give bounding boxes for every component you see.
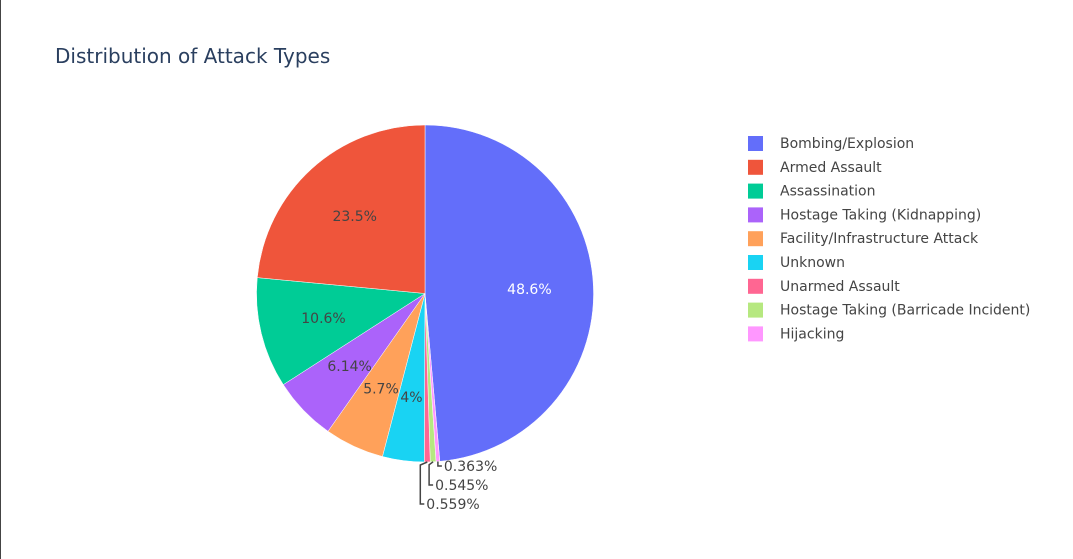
legend-item-armed-assault[interactable]: Armed Assault <box>748 160 882 176</box>
legend-swatch <box>748 160 763 175</box>
legend-label: Hostage Taking (Kidnapping) <box>780 207 981 223</box>
legend-label: Hijacking <box>780 326 844 342</box>
legend-label: Unknown <box>780 255 845 271</box>
slice-label-hostage-taking-kidnapping: 6.14% <box>327 359 371 375</box>
slice-label-hijacking: 0.363% <box>444 459 497 475</box>
slice-label-facility-infrastructure-attack: 5.7% <box>363 381 399 397</box>
legend-label: Facility/Infrastructure Attack <box>780 231 979 247</box>
legend-item-assassination[interactable]: Assassination <box>748 184 876 200</box>
slice-label-hostage-taking-barricade-incident: 0.545% <box>435 478 488 494</box>
chart-title: Distribution of Attack Types <box>55 44 330 68</box>
slice-label-bombing-explosion: 48.6% <box>507 282 551 298</box>
leader-line-hijacking <box>438 462 442 467</box>
legend-label: Assassination <box>780 184 876 200</box>
legend-item-unknown[interactable]: Unknown <box>748 255 845 271</box>
legend-swatch <box>748 279 763 294</box>
legend: Bombing/Explosion Armed Assault Assassinat… <box>748 136 1030 342</box>
leader-line-hostage-taking-barricade-incident <box>429 462 433 485</box>
slice-label-unknown: 4% <box>400 390 422 406</box>
legend-label: Hostage Taking (Barricade Incident) <box>780 303 1030 319</box>
legend-item-hijacking[interactable]: Hijacking <box>748 326 844 342</box>
legend-swatch <box>748 136 763 151</box>
legend-swatch <box>748 326 763 341</box>
legend-label: Bombing/Explosion <box>780 136 914 152</box>
legend-item-facility-infrastructure-attack[interactable]: Facility/Infrastructure Attack <box>748 231 979 247</box>
legend-label: Unarmed Assault <box>780 279 900 295</box>
legend-item-unarmed-assault[interactable]: Unarmed Assault <box>748 279 900 295</box>
legend-item-hostage-taking-barricade-incident[interactable]: Hostage Taking (Barricade Incident) <box>748 303 1030 319</box>
slice-label-armed-assault: 23.5% <box>332 209 376 225</box>
slice-label-unarmed-assault: 0.559% <box>426 497 479 513</box>
legend-swatch <box>748 303 763 318</box>
legend-swatch <box>748 207 763 222</box>
legend-item-bombing-explosion[interactable]: Bombing/Explosion <box>748 136 914 152</box>
legend-swatch <box>748 255 763 270</box>
legend-item-hostage-taking-kidnapping[interactable]: Hostage Taking (Kidnapping) <box>748 207 981 223</box>
legend-label: Armed Assault <box>780 160 882 176</box>
legend-swatch <box>748 184 763 199</box>
legend-swatch <box>748 231 763 246</box>
slice-label-assassination: 10.6% <box>301 311 345 327</box>
